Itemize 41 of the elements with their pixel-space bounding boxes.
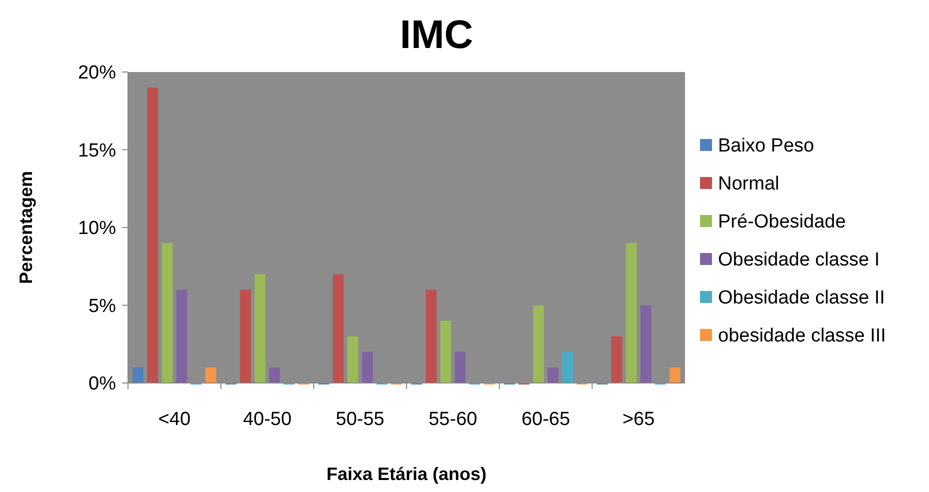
bar: [440, 320, 452, 383]
bar: [626, 243, 637, 383]
y-axis-title: Percentagem: [16, 170, 36, 284]
y-tick-label: 15%: [78, 140, 116, 162]
y-tick-label: 0%: [88, 374, 116, 395]
chart-title: IMC: [400, 13, 474, 57]
legend-label: obesidade classe III: [718, 326, 886, 347]
y-tick-label: 5%: [88, 296, 116, 317]
legend-label: Pré-Obesidade: [718, 212, 846, 233]
x-axis-title: Faixa Etária (anos): [326, 464, 487, 484]
bar: [147, 88, 158, 383]
bar: [240, 290, 251, 383]
bar: [533, 305, 544, 383]
bar: [562, 352, 573, 383]
bar: [332, 274, 344, 383]
bar: [162, 243, 173, 383]
bar: [132, 367, 144, 383]
legend-label: Baixo Peso: [718, 136, 814, 157]
bar: [269, 367, 280, 383]
x-tick-label: <40: [158, 409, 191, 430]
bar: [362, 352, 373, 383]
bar: [548, 367, 558, 383]
legend-label: Obesidade classe II: [718, 288, 885, 309]
legend-label: Obesidade classe I: [718, 250, 880, 271]
y-tick-label: 20%: [78, 62, 116, 84]
bar: [640, 305, 652, 383]
legend-label: Normal: [718, 174, 780, 195]
bar: [254, 274, 266, 383]
bar: [205, 367, 216, 383]
bar: [611, 336, 622, 383]
bar: [176, 290, 188, 383]
bar: [347, 336, 358, 383]
x-tick-label: 55-60: [428, 409, 478, 430]
x-tick-label: 50-55: [336, 409, 384, 430]
bar: [454, 352, 466, 383]
bar: [669, 367, 680, 383]
x-tick-label: >65: [622, 409, 655, 430]
bar: [426, 290, 437, 383]
y-tick-label: 10%: [78, 218, 116, 240]
x-tick-label: 60-65: [521, 409, 570, 430]
x-tick-label: 40-50: [242, 409, 292, 430]
